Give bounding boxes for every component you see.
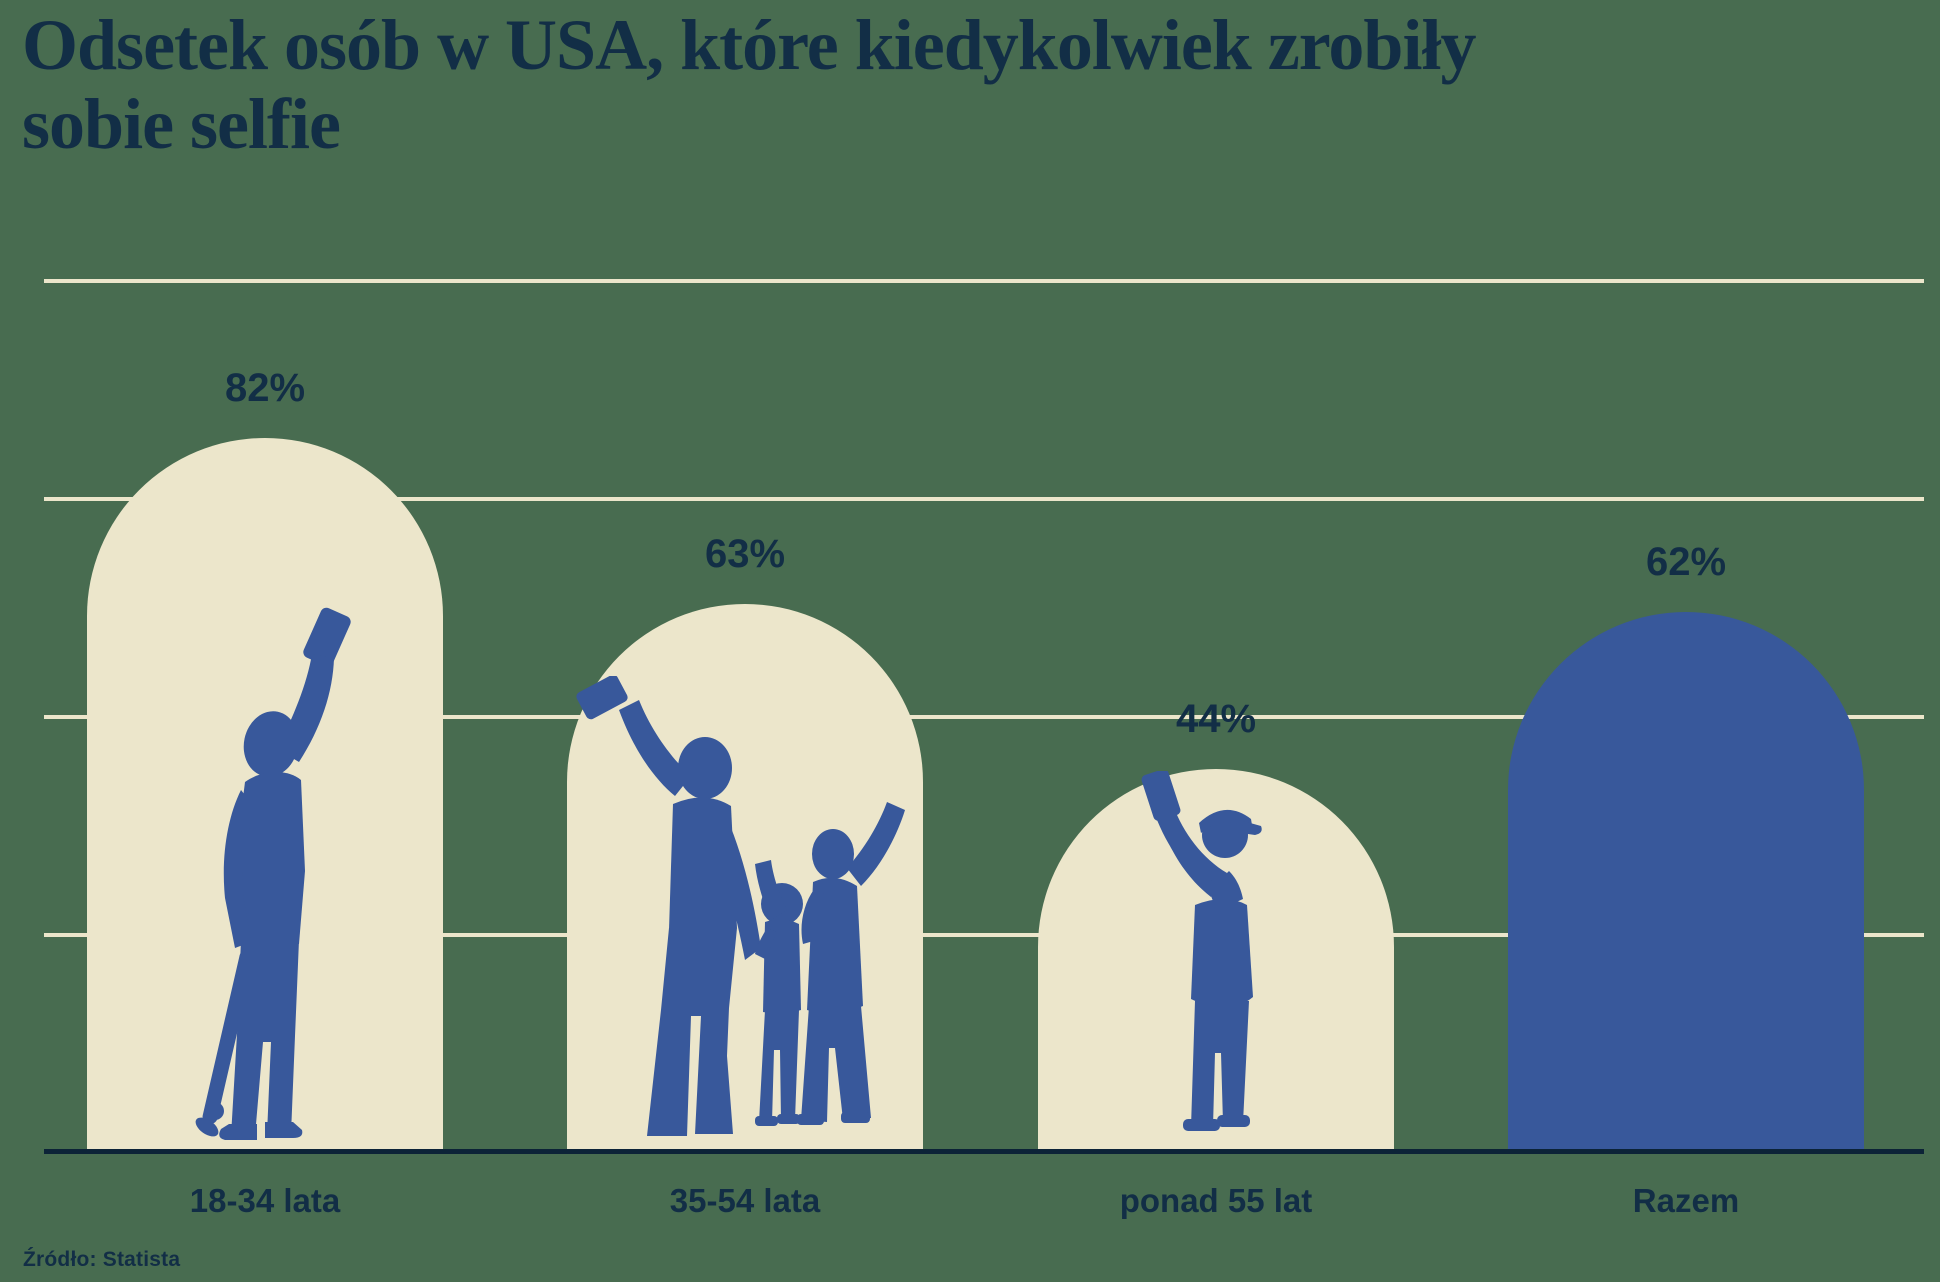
value-label-18-34: 82% <box>224 366 306 410</box>
value-label-razem: 62% <box>1645 540 1727 584</box>
chart-title-line1: Odsetek osób w USA, które kiedykolwiek z… <box>22 5 1476 85</box>
senior-selfie-icon <box>1141 771 1262 1131</box>
source-note: Źródło: Statista <box>23 1248 181 1271</box>
gridline-75-pct <box>44 497 1924 501</box>
category-label-35-54: 35-54 lata <box>669 1182 821 1219</box>
family-selfie-icon <box>576 676 905 1136</box>
bar-arch-razem <box>1508 612 1864 1153</box>
value-label-ponad-55: 44% <box>1175 697 1257 741</box>
category-label-ponad-55: ponad 55 lat <box>1119 1182 1313 1219</box>
value-label-35-54: 63% <box>704 532 786 576</box>
x-axis-line <box>44 1149 1924 1154</box>
category-label-razem: Razem <box>1632 1182 1740 1219</box>
category-label-18-34: 18-34 lata <box>189 1182 341 1219</box>
young-person-selfie-skateboard-icon <box>195 607 351 1140</box>
gridline-50-pct <box>44 715 1924 719</box>
gridline-25-pct <box>44 933 1924 937</box>
chart-title-line2: sobie selfie <box>22 84 341 164</box>
gridline-100-pct <box>44 279 1924 283</box>
chart-title: Odsetek osób w USA, które kiedykolwiek z… <box>22 5 1476 164</box>
